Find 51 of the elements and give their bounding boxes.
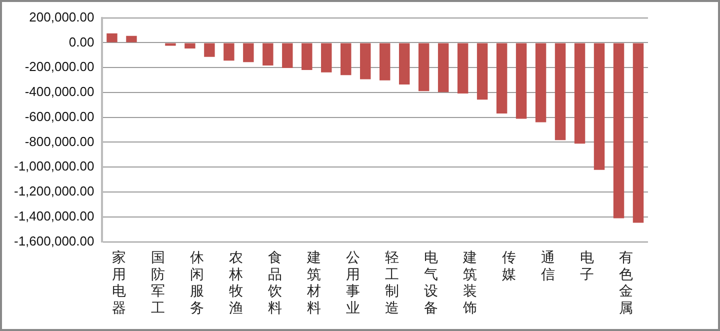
bar (516, 43, 527, 119)
x-tick-label: 国防军工 (150, 249, 165, 316)
bar (632, 43, 644, 223)
bar (262, 43, 274, 66)
y-tick-label: -800,000.00 (24, 134, 94, 149)
x-tick-label: 电气设备 (424, 249, 438, 316)
bar (165, 43, 176, 46)
bar (457, 43, 468, 94)
bar (613, 43, 624, 218)
bar (243, 43, 254, 62)
x-tick-label: 轻工制造 (384, 249, 399, 316)
bar (106, 33, 118, 42)
x-tick-label: 传媒 (502, 249, 516, 282)
y-tick-label: -400,000.00 (24, 84, 94, 100)
x-tick-label: 电子 (580, 249, 594, 282)
bar (476, 43, 488, 100)
x-tick-label: 通信 (540, 249, 555, 282)
bar (594, 43, 605, 170)
bar (398, 43, 410, 84)
y-tick-label: -600,000.00 (24, 108, 94, 124)
y-tick-label: 200,000.00 (29, 9, 94, 24)
x-tick-label: 有色金属 (618, 249, 633, 316)
bar (302, 43, 312, 70)
y-tick-label: -1,600,000.00 (14, 233, 94, 248)
bar (418, 43, 430, 92)
y-tick-label: -1,400,000.00 (14, 208, 94, 224)
bar (321, 43, 332, 72)
bar (496, 43, 508, 114)
bar (224, 43, 234, 61)
bar (204, 43, 215, 57)
y-tick-label: -1,200,000.00 (14, 184, 94, 199)
y-tick-label: 0.00 (68, 34, 94, 50)
bar (574, 43, 586, 144)
bar (554, 43, 566, 140)
x-tick-label: 建筑材料 (306, 249, 321, 316)
x-tick-label: 休闲服务 (190, 249, 204, 316)
bar (184, 43, 196, 49)
bar (360, 43, 371, 80)
y-tick-label: -200,000.00 (24, 59, 94, 74)
x-tick-label: 建筑装饰 (462, 249, 477, 316)
bar (438, 43, 449, 92)
bar (380, 43, 390, 80)
bar (126, 36, 137, 42)
x-tick-label: 食品饮料 (266, 249, 282, 316)
x-tick-label: 家用电器 (112, 249, 126, 316)
x-tick-label: 农林牧渔 (228, 249, 243, 316)
x-tick-label: 公用事业 (346, 249, 360, 316)
bar (282, 43, 293, 68)
y-tick-label: -1,000,000.00 (14, 158, 94, 174)
bar (535, 43, 546, 122)
bar (340, 43, 352, 76)
